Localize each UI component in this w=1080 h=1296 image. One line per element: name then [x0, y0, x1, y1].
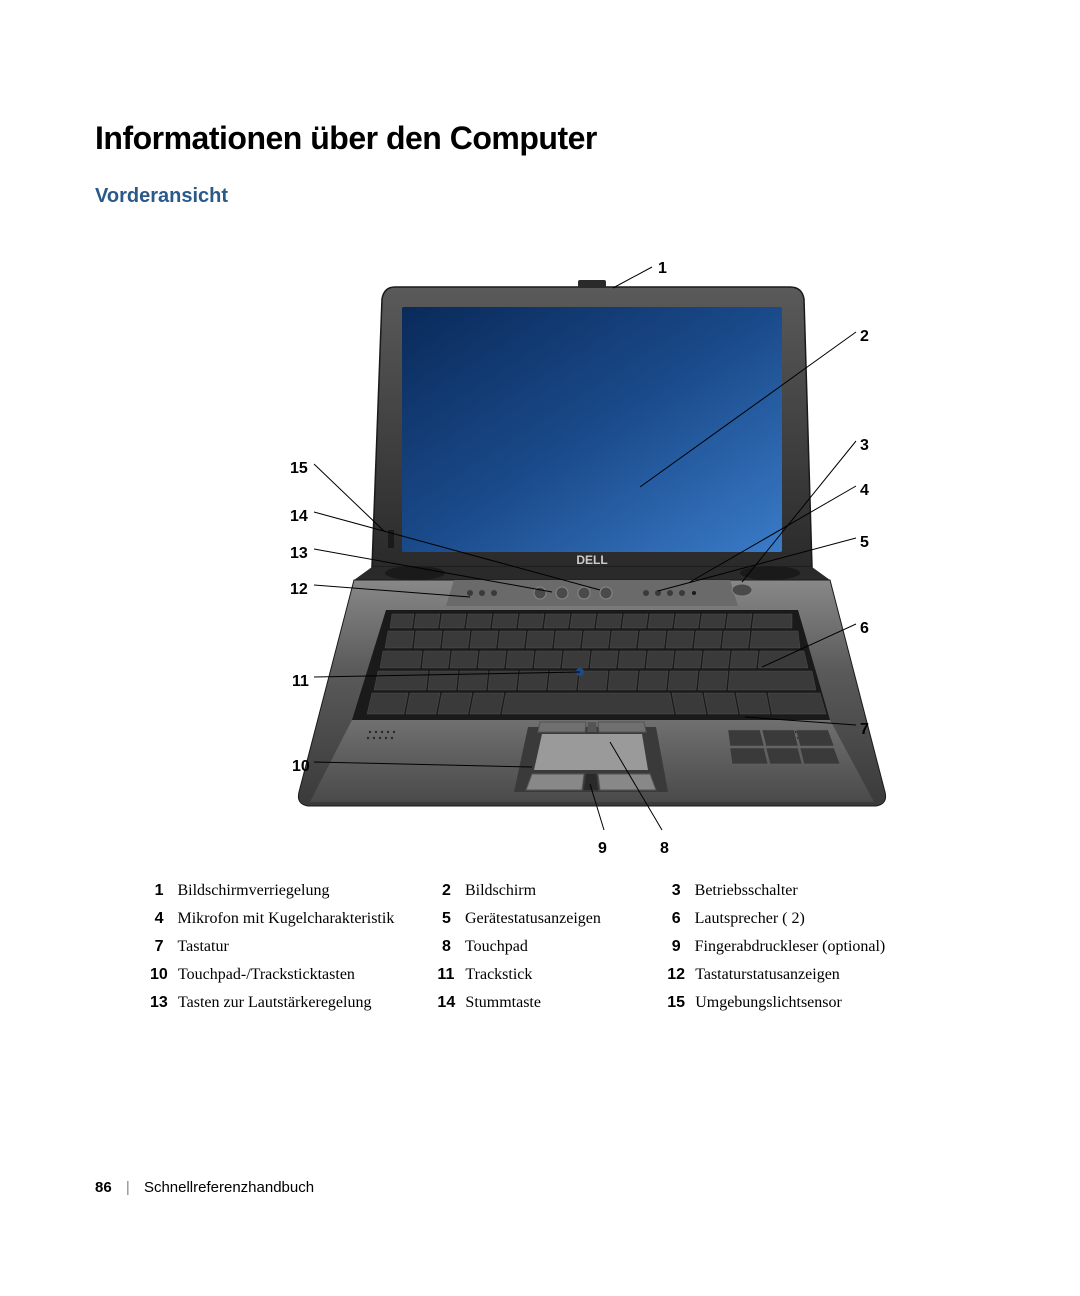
laptop-base-icon: [298, 580, 885, 806]
callout-number: 4: [860, 482, 869, 500]
legend-number: 10: [150, 966, 178, 984]
legend-label: Lautsprecher ( 2): [695, 910, 945, 928]
legend-label: Umgebungslichtsensor: [695, 994, 945, 1012]
document-page: Informationen über den Computer Vorderan…: [0, 0, 1080, 1296]
legend-label: Betriebsschalter: [695, 882, 945, 900]
touchpad-button-left-icon: [526, 774, 584, 790]
callout-number: 11: [292, 673, 309, 691]
legend-number: 9: [667, 938, 694, 956]
callout-number: 8: [660, 840, 669, 858]
callout-number: 7: [860, 721, 869, 739]
callout-number: 12: [290, 581, 308, 599]
legend-number: 14: [437, 994, 465, 1012]
callout-number: 6: [860, 620, 869, 638]
legend-number: 5: [437, 910, 464, 928]
callout-number: 1: [658, 260, 667, 278]
legend-number: 15: [667, 994, 695, 1012]
laptop-lid-icon: DELL: [372, 280, 812, 567]
page-title: Informationen über den Computer: [95, 120, 985, 157]
legend-row: 7Tastatur8Touchpad9Fingerabdruckleser (o…: [150, 938, 945, 956]
legend-label: Touchpad: [465, 938, 667, 956]
legend-number: 13: [150, 994, 178, 1012]
legend-label: Gerätestatusanzeigen: [465, 910, 667, 928]
legend-number: 11: [437, 966, 465, 984]
callout-number: 13: [290, 545, 308, 563]
dell-logo-icon: DELL: [576, 553, 607, 567]
legend-label: Tastatur: [177, 938, 437, 956]
legend-number: 4: [150, 910, 177, 928]
legend-number: 3: [667, 882, 694, 900]
legend-number: 7: [150, 938, 177, 956]
callout-number: 9: [598, 840, 607, 858]
legend-row: 1Bildschirmverriegelung2Bildschirm3Betri…: [150, 882, 945, 900]
callout-number: 3: [860, 437, 869, 455]
callout-number: 2: [860, 328, 869, 346]
power-button-icon: [732, 584, 752, 596]
legend-label: Trackstick: [465, 966, 667, 984]
legend-label: Tastaturstatusanzeigen: [695, 966, 945, 984]
callout-number: 10: [292, 758, 310, 776]
legend-table: 1Bildschirmverriegelung2Bildschirm3Betri…: [150, 882, 945, 1012]
legend-number: 2: [437, 882, 464, 900]
legend-number: 6: [667, 910, 694, 928]
callout-number: 14: [290, 508, 308, 526]
page-number: 86: [95, 1179, 112, 1196]
microphone-icon: [692, 591, 696, 595]
display-latch-icon: [578, 280, 606, 288]
touchpad-button-right-icon: [598, 774, 656, 790]
touchpad-icon: [534, 734, 648, 770]
mute-button-icon: [600, 587, 612, 599]
legend-label: Bildschirm: [465, 882, 667, 900]
front-view-diagram: DELL: [190, 232, 890, 852]
callout-number: 5: [860, 534, 869, 552]
legend-row: 13Tasten zur Lautstärkeregelung14Stummta…: [150, 994, 945, 1012]
legend-label: Tasten zur Lautstärkeregelung: [178, 994, 437, 1012]
legend-row: 10Touchpad-/Tracksticktasten11Trackstick…: [150, 966, 945, 984]
page-footer: 86 | Schnellreferenzhandbuch: [95, 1179, 314, 1196]
book-title: Schnellreferenzhandbuch: [144, 1179, 314, 1196]
page-subtitle: Vorderansicht: [95, 185, 985, 208]
legend-number: 8: [437, 938, 464, 956]
screen-icon: [402, 307, 782, 552]
legend-label: Fingerabdruckleser (optional): [695, 938, 945, 956]
legend-row: 4Mikrofon mit Kugelcharakteristik5Geräte…: [150, 910, 945, 928]
separator-icon: |: [126, 1179, 130, 1196]
legend-label: Touchpad-/Tracksticktasten: [178, 966, 437, 984]
legend-label: Stummtaste: [465, 994, 667, 1012]
legend-number: 1: [150, 882, 177, 900]
legend-label: Mikrofon mit Kugelcharakteristik: [177, 910, 437, 928]
callout-number: 15: [290, 460, 308, 478]
legend-number: 12: [667, 966, 695, 984]
legend-label: Bildschirmverriegelung: [177, 882, 437, 900]
